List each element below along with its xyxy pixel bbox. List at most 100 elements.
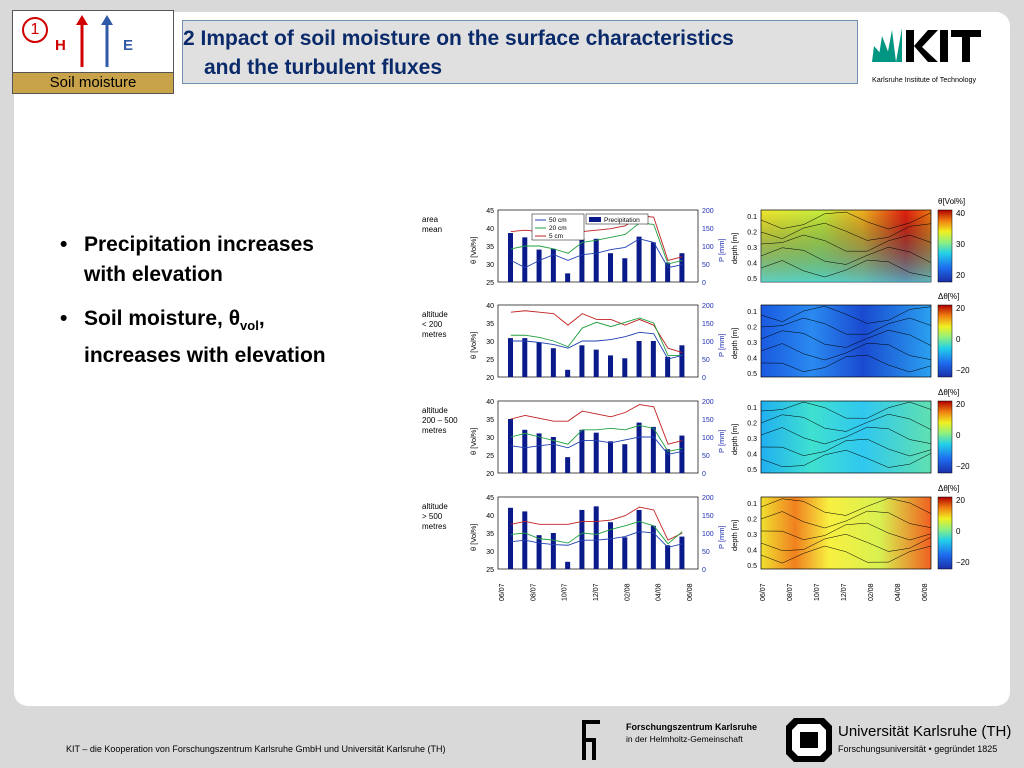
p-tick: 100 <box>702 435 714 442</box>
depth-tick: 0.2 <box>747 230 757 237</box>
slide-title: 2 Impact of soil moisture on the surface… <box>182 20 858 84</box>
depth-tick: 0.4 <box>747 452 757 459</box>
depth-tick: 0.1 <box>747 501 757 508</box>
precip-bar <box>508 338 513 377</box>
theta-series-line <box>510 331 683 360</box>
precip-bar <box>536 433 542 473</box>
footer-text: KIT – die Kooperation von Forschungszent… <box>66 744 446 754</box>
precip-bar <box>622 358 628 377</box>
precip-bar <box>622 444 628 473</box>
depth-axis-label: depth [m] <box>730 328 739 359</box>
date-tick: 06/07 <box>760 583 767 601</box>
p-tick: 100 <box>702 531 714 538</box>
theta-axis-label: θ [Vol%] <box>469 331 478 359</box>
theta-series-line <box>510 425 683 452</box>
colorbar-tick: 40 <box>956 209 965 218</box>
contour-line <box>760 354 932 373</box>
bullet-1-line-2: with elevation <box>84 263 223 286</box>
colorbar-tick: 0 <box>956 527 961 536</box>
theta-tick: 40 <box>486 513 494 520</box>
p-axis-label: P [mm] <box>717 525 726 549</box>
precip-bar <box>593 349 599 377</box>
colorbar-tick: 30 <box>956 240 965 249</box>
p-tick: 100 <box>702 339 714 346</box>
precip-bar <box>608 522 613 569</box>
depth-axis-label: depth [m] <box>730 424 739 455</box>
p-tick: 0 <box>702 280 706 287</box>
p-tick: 200 <box>702 208 714 215</box>
colorbar-label: Δθ[%] <box>938 292 959 301</box>
theta-series-line <box>510 310 683 353</box>
colorbar-tick: 20 <box>956 304 965 313</box>
colorbar <box>937 400 953 474</box>
theta-series-line <box>510 521 683 545</box>
colorbar-tick: 0 <box>956 335 961 344</box>
precip-bar <box>636 422 642 473</box>
contour-line <box>760 222 932 241</box>
theta-series-line <box>510 222 683 265</box>
topic-badge: 1 H E Soil moisture <box>12 10 174 94</box>
contour-line <box>760 259 932 278</box>
contour-line <box>760 234 932 252</box>
precip-bar <box>536 342 542 377</box>
theta-tick: 30 <box>486 435 494 442</box>
precip-bar <box>622 258 628 282</box>
legend-swatch <box>589 217 601 222</box>
theta-tick: 30 <box>486 339 494 346</box>
theta-tick: 25 <box>486 567 494 574</box>
precip-bar <box>679 536 685 569</box>
row-label-3: metres <box>422 330 446 339</box>
precip-bar <box>565 273 571 282</box>
depth-axis-label: depth [m] <box>730 233 739 264</box>
theta-axis-label: θ [Vol%] <box>469 523 478 551</box>
bullet-item: • Soil moisture, θvol, increases with el… <box>60 304 390 371</box>
precip-bar <box>550 533 556 569</box>
depth-tick: 0.5 <box>747 276 757 283</box>
row-label-3: metres <box>422 426 446 435</box>
depth-tick: 0.2 <box>747 517 757 524</box>
theta-tick: 45 <box>486 495 494 502</box>
precip-bar <box>550 437 556 473</box>
theta-tick: 25 <box>486 357 494 364</box>
colorbar-label: Δθ[%] <box>938 388 959 397</box>
contour-line <box>760 497 932 516</box>
title-line-2: and the turbulent fluxes <box>204 56 443 79</box>
fzk-name: Forschungszentrum Karlsruhe <box>626 722 757 732</box>
precip-bar <box>522 429 528 473</box>
colorbar-tick: −20 <box>956 366 970 375</box>
theta-tick: 35 <box>486 321 494 328</box>
depth-tick: 0.5 <box>747 563 757 570</box>
theta-series-line <box>510 436 683 455</box>
topic-number: 1 <box>22 17 48 43</box>
theta-tick: 30 <box>486 549 494 556</box>
precip-bar <box>593 506 599 569</box>
precip-bar <box>550 348 556 377</box>
theta-series-line <box>510 531 683 548</box>
title-line-1: 2 Impact of soil moisture on the surface… <box>183 27 734 50</box>
theta-tick: 35 <box>486 244 494 251</box>
p-tick: 150 <box>702 226 714 233</box>
date-tick: 10/07 <box>562 583 569 601</box>
depth-tick: 0.1 <box>747 214 757 221</box>
theta-tick: 40 <box>486 399 494 406</box>
precip-bar <box>579 509 585 569</box>
legend-entry: Precipitation <box>604 217 640 224</box>
depth-tick: 0.1 <box>747 309 757 316</box>
depth-tick: 0.3 <box>747 340 757 347</box>
contour-line <box>760 510 932 529</box>
theta-series-line <box>510 317 683 356</box>
precip-bar <box>608 253 613 282</box>
row-label-2: > 500 <box>422 512 443 521</box>
bullet-1-line-1: Precipitation increases <box>84 233 314 256</box>
date-tick: 02/08 <box>624 583 631 601</box>
theta-tick: 35 <box>486 531 494 538</box>
university-name: Universität Karlsruhe (TH) <box>838 723 1011 740</box>
precip-bar <box>579 345 585 377</box>
precip-bar <box>508 233 513 282</box>
row-label-3: metres <box>422 522 446 531</box>
contour-line <box>760 545 932 564</box>
topic-label: Soil moisture <box>13 72 173 93</box>
p-tick: 100 <box>702 244 714 251</box>
theta-series-line <box>510 506 683 541</box>
precip-bar <box>565 369 571 377</box>
